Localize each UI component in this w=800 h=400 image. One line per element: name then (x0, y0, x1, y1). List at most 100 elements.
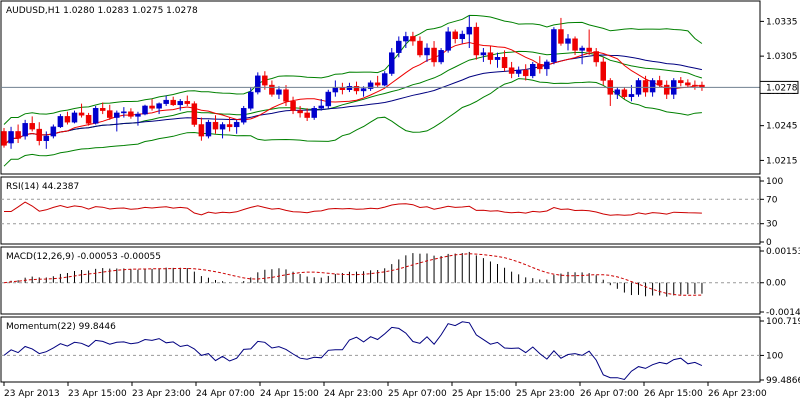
time-axis: 23 Apr 2013 23 Apr 15:00 23 Apr 23:00 24 Ap… (3, 382, 767, 399)
candle-body (396, 40, 402, 53)
candle-body (177, 101, 183, 106)
momentum-series (1, 321, 760, 381)
candle-body (593, 51, 599, 63)
rsi-line (4, 201, 702, 216)
candle-body (621, 89, 628, 97)
candle-body (473, 26, 480, 56)
candle-body (22, 123, 28, 137)
candle-body (424, 47, 430, 56)
candle-body (678, 80, 684, 84)
fast-ma-line (3, 41, 702, 146)
candle-body (36, 128, 42, 141)
candle-body (283, 89, 289, 102)
candle-body (438, 50, 444, 63)
last-price-tag: 1.0278 (759, 80, 799, 94)
candle-body (480, 52, 487, 56)
macd-series (1, 251, 760, 297)
candle-body (445, 31, 451, 51)
candle-body (487, 52, 494, 60)
candle-body (64, 116, 71, 123)
candle-body (170, 99, 176, 106)
candle-body (417, 40, 423, 56)
candle-body (163, 99, 169, 104)
candle-body (107, 110, 113, 118)
candle-body (311, 108, 317, 118)
candle-body (586, 47, 592, 52)
candle-body (85, 114, 92, 124)
candle-body (318, 105, 324, 109)
candle-body (1, 131, 7, 146)
candle-body (233, 121, 240, 128)
candle-body (29, 123, 35, 130)
candle-body (92, 108, 99, 124)
candle-body (685, 82, 691, 86)
rsi-tick-label: 100 (766, 177, 783, 187)
candle-body (255, 75, 261, 93)
rsi-axis: 100 70 30 0 (760, 177, 783, 248)
candle-body (389, 52, 395, 74)
candle-body (135, 113, 141, 117)
candle-body (579, 47, 585, 51)
momentum-panel-title: Momentum(22) 99.8446 (6, 322, 116, 332)
candle-body (600, 61, 606, 81)
candle-body (219, 124, 226, 130)
macd-tick-label: 0.00 (766, 279, 786, 289)
candle-body (240, 108, 247, 123)
candle-body (57, 116, 64, 128)
momentum-tick-label: 100 (766, 351, 783, 361)
candle-body (530, 63, 536, 77)
macd-panel: 0.00153 0.00 -0.00141 MACD(12,26,9) -0.000… (0, 246, 800, 318)
candle-body (353, 86, 360, 92)
candle-body (537, 63, 543, 70)
rsi-tick-label: 30 (766, 220, 778, 230)
candle-body (184, 101, 191, 104)
rsi-panel-title: RSI(14) 44.2387 (6, 182, 79, 192)
candle-body (205, 121, 212, 137)
candle-body (212, 121, 219, 130)
candle-body (544, 61, 550, 70)
time-tick-label: 23 Apr 15:00 (68, 389, 127, 399)
candle-body (156, 103, 162, 109)
slow-ma-line (3, 54, 703, 146)
candle-body (121, 111, 127, 114)
candle-body (494, 57, 501, 60)
candle-body (551, 29, 557, 63)
candle-body (466, 26, 473, 35)
last-price-label: 1.0278 (766, 83, 798, 93)
candle-body (459, 33, 465, 40)
candle-body (403, 36, 409, 42)
candle-body (325, 91, 332, 107)
candle-body (346, 86, 353, 90)
candle-body (642, 80, 649, 93)
time-tick-label: 23 Apr 2013 (4, 389, 60, 399)
macd-axis: 0.00153 0.00 -0.00141 (760, 247, 800, 318)
rsi-tick-label: 0 (766, 238, 772, 248)
candle-body (43, 135, 50, 141)
rsi-tick-label: 70 (766, 195, 778, 205)
macd-panel-title: MACD(12,26,9) -0.00053 -0.00055 (6, 252, 161, 262)
candle-body (367, 82, 374, 89)
time-tick-label: 24 Apr 23:00 (324, 389, 383, 399)
macd-tick-label: -0.00141 (766, 308, 800, 318)
bollinger-lower-line (3, 78, 702, 167)
candle-body (304, 112, 310, 118)
candle-body (692, 84, 698, 87)
candle-body (508, 67, 515, 74)
candle-body (114, 112, 120, 118)
candle-body (410, 36, 416, 42)
rsi-series (1, 198, 760, 225)
time-tick-label: 26 Apr 07:00 (580, 389, 639, 399)
macd-tick-label: 0.00153 (766, 247, 800, 257)
candle-body (452, 31, 458, 40)
time-tick-label: 24 Apr 15:00 (260, 389, 319, 399)
time-tick-label: 25 Apr 07:00 (388, 389, 447, 399)
candle-body (226, 124, 233, 128)
candle-body (656, 80, 663, 86)
momentum-line (3, 321, 703, 381)
candle-body (269, 84, 275, 95)
candle-body (99, 108, 106, 111)
candle-body (332, 87, 339, 93)
price-tick-label: 1.0305 (766, 52, 798, 62)
